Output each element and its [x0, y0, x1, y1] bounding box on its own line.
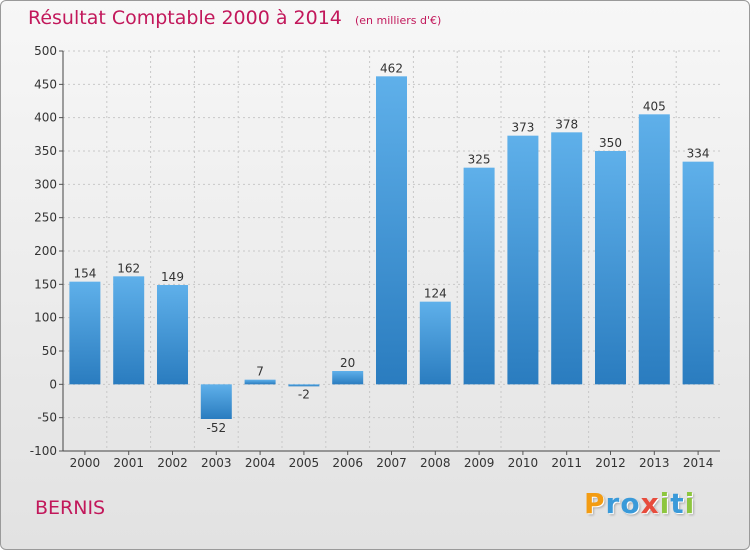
- x-tick-label: 2008: [420, 456, 451, 470]
- x-tick-label: 2009: [464, 456, 495, 470]
- bar-2002: [157, 285, 188, 385]
- bar-2010: [507, 135, 539, 385]
- logo-letter: i: [684, 487, 696, 520]
- axes: 500450400350300250200150100500-50-100200…: [30, 44, 720, 470]
- y-tick-label: 350: [34, 144, 57, 158]
- chart-title-main: Résultat Comptable 2000 à 2014: [28, 7, 342, 29]
- chart-title: Résultat Comptable 2000 à 2014 (en milli…: [28, 7, 441, 29]
- y-tick-label: 450: [34, 77, 57, 91]
- data-label-2013: 405: [643, 99, 666, 113]
- bar-2005: [288, 384, 320, 387]
- y-tick-label: 250: [34, 211, 57, 225]
- bar-2004: [244, 379, 276, 385]
- x-tick-label: 2002: [157, 456, 188, 470]
- bar-2003: [200, 384, 232, 419]
- y-tick-label: 150: [34, 277, 57, 291]
- data-label-2003: -52: [206, 421, 226, 435]
- y-tick-label: -50: [37, 411, 57, 425]
- bar-2009: [463, 167, 495, 385]
- bar-2001: [113, 276, 145, 385]
- logo-letter: r: [605, 487, 621, 520]
- chart-subtitle: (en milliers d'€): [354, 14, 442, 27]
- bar-2011: [551, 132, 583, 385]
- data-label-2012: 350: [599, 136, 622, 150]
- grid-lines: [63, 50, 720, 452]
- x-tick-label: 2007: [376, 456, 407, 470]
- y-tick-label: -100: [30, 444, 57, 458]
- x-tick-label: 2001: [113, 456, 144, 470]
- y-tick-label: 50: [42, 344, 57, 358]
- x-tick-label: 2005: [289, 456, 320, 470]
- y-tick-label: 500: [34, 44, 57, 58]
- bar-2008: [419, 301, 451, 385]
- bar-2006: [332, 371, 364, 385]
- bar-2012: [595, 151, 626, 385]
- bar-2000: [69, 281, 101, 385]
- data-label-2002: 149: [161, 270, 184, 284]
- x-tick-label: 2000: [70, 456, 101, 470]
- x-tick-label: 2006: [332, 456, 363, 470]
- y-tick-label: 100: [34, 311, 57, 325]
- bar-2013: [638, 114, 670, 385]
- x-tick-label: 2014: [683, 456, 714, 470]
- logo-letter: o: [620, 487, 641, 520]
- data-label-2006: 20: [340, 356, 355, 370]
- logo-letter: t: [670, 487, 685, 520]
- data-labels: 154 162 149 -52 7 -2 20 462 124 325 373 378 350 405 33…: [73, 61, 709, 435]
- x-tick-label: 2003: [201, 456, 232, 470]
- logo-letter: x: [640, 487, 660, 520]
- y-tick-label: 200: [34, 244, 57, 258]
- proxiti-logo: Proxiti: [584, 487, 695, 520]
- data-label-2007: 462: [380, 61, 403, 75]
- x-tick-label: 2010: [508, 456, 539, 470]
- bars: [69, 76, 714, 419]
- logo-letter: P: [584, 487, 606, 520]
- bar-2007: [376, 76, 407, 385]
- data-label-2009: 325: [468, 153, 491, 167]
- data-label-2014: 334: [687, 147, 710, 161]
- data-label-2004: 7: [256, 365, 264, 379]
- data-label-2000: 154: [73, 267, 96, 281]
- bar-2014: [682, 161, 714, 385]
- y-tick-label: 300: [34, 177, 57, 191]
- logo-letter: i: [659, 487, 671, 520]
- y-tick-label: 400: [34, 111, 57, 125]
- data-label-2008: 124: [424, 287, 447, 301]
- location-label: BERNIS: [35, 497, 106, 519]
- data-label-2010: 373: [511, 121, 534, 135]
- data-label-2011: 378: [555, 117, 578, 131]
- x-tick-label: 2013: [639, 456, 670, 470]
- x-tick-label: 2004: [245, 456, 276, 470]
- data-label-2005: -2: [298, 388, 310, 402]
- y-tick-label: 0: [49, 377, 57, 391]
- x-tick-label: 2012: [595, 456, 626, 470]
- data-label-2001: 162: [117, 261, 140, 275]
- x-tick-label: 2011: [551, 456, 582, 470]
